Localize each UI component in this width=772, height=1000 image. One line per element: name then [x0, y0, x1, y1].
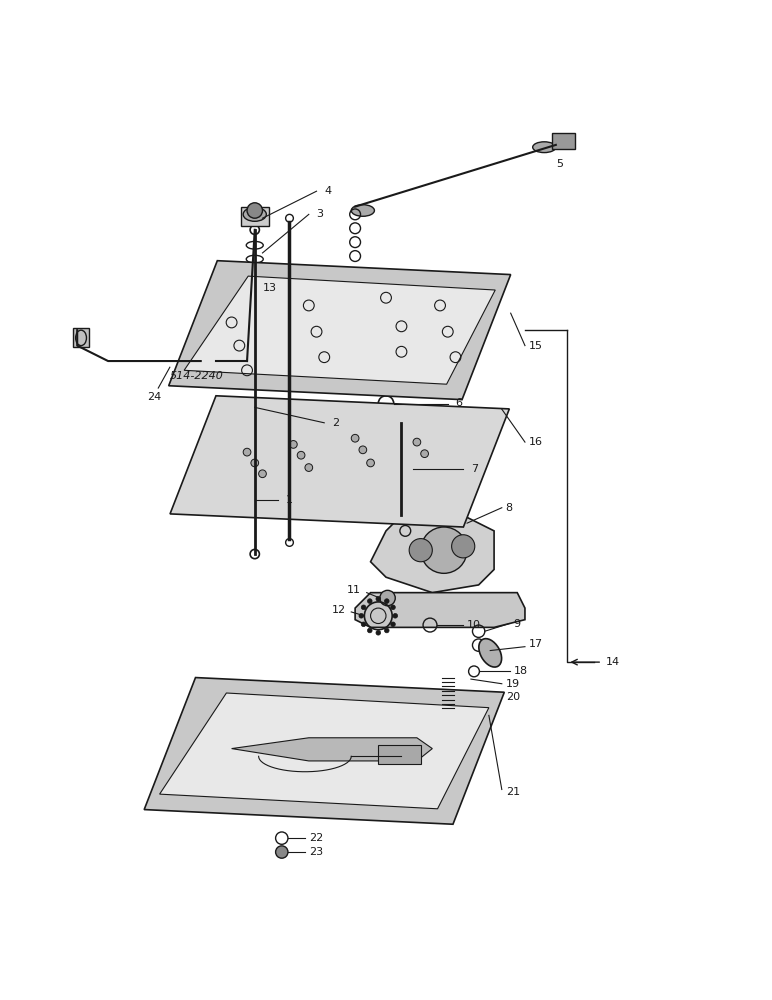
- Circle shape: [259, 470, 266, 478]
- Text: 12: 12: [332, 605, 346, 615]
- Text: 6: 6: [455, 398, 462, 408]
- Text: 20: 20: [506, 692, 520, 702]
- Text: 10: 10: [467, 620, 481, 630]
- Circle shape: [391, 622, 395, 627]
- Text: 15: 15: [529, 341, 543, 351]
- Text: 1: 1: [286, 495, 293, 505]
- Circle shape: [384, 599, 389, 603]
- Polygon shape: [144, 678, 504, 824]
- Text: 14: 14: [606, 657, 620, 667]
- Ellipse shape: [479, 639, 502, 667]
- Polygon shape: [232, 738, 432, 761]
- Ellipse shape: [351, 205, 374, 216]
- Bar: [73, 328, 89, 347]
- Polygon shape: [168, 261, 510, 400]
- Text: 514-2240: 514-2240: [170, 371, 224, 381]
- Text: 8: 8: [506, 503, 513, 513]
- Text: 2: 2: [332, 418, 339, 428]
- Polygon shape: [184, 276, 495, 384]
- Text: 16: 16: [529, 437, 543, 447]
- Polygon shape: [170, 396, 510, 527]
- Circle shape: [367, 628, 372, 633]
- Text: 11: 11: [347, 585, 361, 595]
- Text: 4: 4: [324, 186, 331, 196]
- Circle shape: [359, 446, 367, 454]
- Circle shape: [305, 464, 313, 471]
- Circle shape: [421, 527, 467, 573]
- Text: 7: 7: [471, 464, 478, 474]
- Text: 17: 17: [529, 639, 543, 649]
- Ellipse shape: [243, 207, 266, 221]
- Circle shape: [361, 605, 366, 610]
- Circle shape: [376, 630, 381, 635]
- Bar: [378, 745, 421, 764]
- Circle shape: [247, 203, 262, 218]
- Text: 19: 19: [506, 679, 520, 689]
- Text: 5: 5: [556, 159, 563, 169]
- Circle shape: [297, 451, 305, 459]
- Circle shape: [367, 459, 374, 467]
- Text: 18: 18: [513, 666, 527, 676]
- Circle shape: [393, 613, 398, 618]
- Polygon shape: [355, 593, 525, 627]
- Circle shape: [361, 622, 366, 627]
- Circle shape: [452, 535, 475, 558]
- Circle shape: [359, 613, 364, 618]
- Circle shape: [380, 590, 395, 606]
- Text: 24: 24: [147, 392, 161, 402]
- Text: 22: 22: [309, 833, 323, 843]
- Circle shape: [276, 846, 288, 858]
- Polygon shape: [371, 515, 494, 593]
- Circle shape: [391, 605, 395, 610]
- Circle shape: [351, 434, 359, 442]
- Ellipse shape: [533, 142, 556, 153]
- Circle shape: [409, 539, 432, 562]
- Circle shape: [367, 599, 372, 603]
- Text: 3: 3: [317, 209, 323, 219]
- Text: 13: 13: [262, 283, 276, 293]
- Circle shape: [243, 448, 251, 456]
- Circle shape: [384, 628, 389, 633]
- Bar: [241, 207, 269, 226]
- Circle shape: [413, 438, 421, 446]
- Text: 23: 23: [309, 847, 323, 857]
- Bar: [189, 355, 216, 367]
- Circle shape: [376, 596, 381, 601]
- Text: 9: 9: [513, 619, 520, 629]
- Polygon shape: [160, 693, 489, 809]
- Bar: [552, 133, 575, 149]
- Text: 21: 21: [506, 787, 520, 797]
- Circle shape: [421, 450, 428, 458]
- Circle shape: [251, 459, 259, 467]
- Circle shape: [290, 441, 297, 448]
